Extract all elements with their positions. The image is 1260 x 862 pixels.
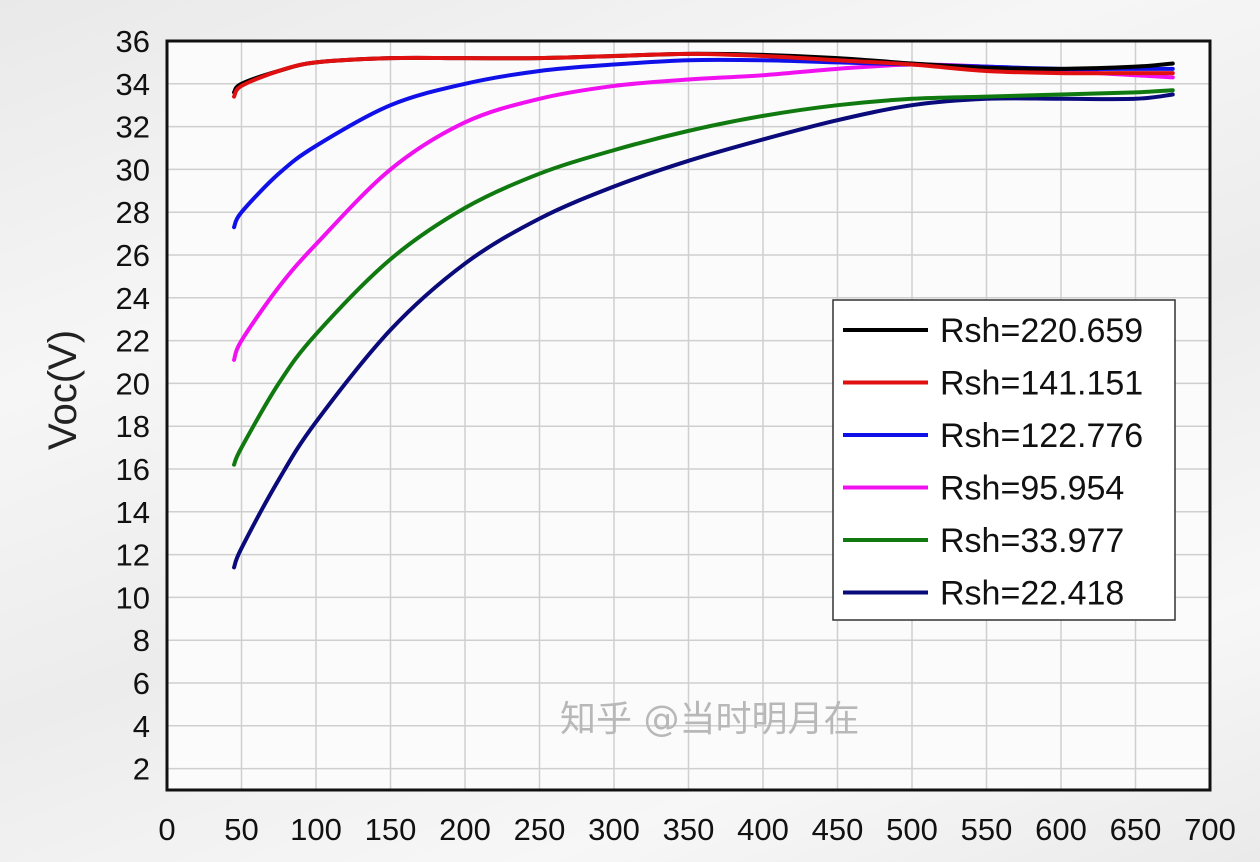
- legend-label: Rsh=22.418: [940, 575, 1124, 613]
- y-axis-label: Voc(V): [41, 330, 85, 450]
- x-tick-label: 500: [886, 812, 938, 847]
- y-tick-label: 10: [116, 580, 150, 615]
- series-lines: [232, 51, 1175, 570]
- x-tick-label: 400: [737, 812, 789, 847]
- x-tick-label: 50: [224, 812, 258, 847]
- x-tick-label: 700: [1184, 812, 1236, 847]
- x-tick-label: 150: [365, 812, 417, 847]
- y-tick-label: 36: [116, 24, 150, 59]
- y-tick-label: 20: [116, 366, 150, 401]
- y-tick-label: 26: [116, 238, 150, 273]
- y-tick-label: 34: [116, 67, 150, 102]
- x-tick-label: 600: [1035, 812, 1087, 847]
- y-tick-label: 4: [133, 709, 150, 744]
- y-tick-label: 24: [116, 281, 150, 316]
- legend: Rsh=220.659 Rsh=141.151 Rsh=122.776 Rsh=95.…: [832, 299, 1176, 621]
- plot-border: [165, 39, 1212, 792]
- x-tick-label: 550: [961, 812, 1013, 847]
- series-line-5: [232, 92, 1175, 570]
- y-tick-label: 8: [133, 623, 150, 658]
- series-line-4: [232, 88, 1175, 467]
- y-tick-label: 18: [116, 409, 150, 444]
- legend-label: Rsh=95.954: [940, 470, 1124, 508]
- series-line-1: [232, 51, 1175, 99]
- x-tick-label: 450: [812, 812, 864, 847]
- legend-label: Rsh=33.977: [940, 522, 1124, 560]
- x-tick-label: 650: [1110, 812, 1162, 847]
- y-tick-label: 28: [116, 195, 150, 230]
- x-tick-label: 350: [663, 812, 715, 847]
- y-tick-label: 22: [116, 324, 150, 359]
- y-tick-label: 14: [116, 495, 150, 530]
- watermark: 知乎 @当时明月在: [560, 699, 860, 740]
- y-tick-label: 12: [116, 538, 150, 573]
- x-tick-label: 200: [439, 812, 491, 847]
- x-tick-label: 250: [514, 812, 566, 847]
- y-tick-label: 6: [133, 666, 150, 701]
- y-tick-label: 30: [116, 152, 150, 187]
- x-tick-labels: 0 50 100 150 200 250 300 350 400 450 500 550 600 650 7…: [158, 812, 1235, 847]
- x-tick-label: 0: [158, 812, 175, 847]
- legend-label: Rsh=122.776: [940, 417, 1143, 455]
- legend-label: Rsh=141.151: [940, 365, 1143, 403]
- x-tick-label: 100: [290, 812, 342, 847]
- x-tick-label: 300: [588, 812, 640, 847]
- legend-label: Rsh=220.659: [940, 312, 1143, 350]
- y-tick-label: 2: [133, 752, 150, 787]
- y-tick-label: 16: [116, 452, 150, 487]
- y-tick-label: 32: [116, 110, 150, 145]
